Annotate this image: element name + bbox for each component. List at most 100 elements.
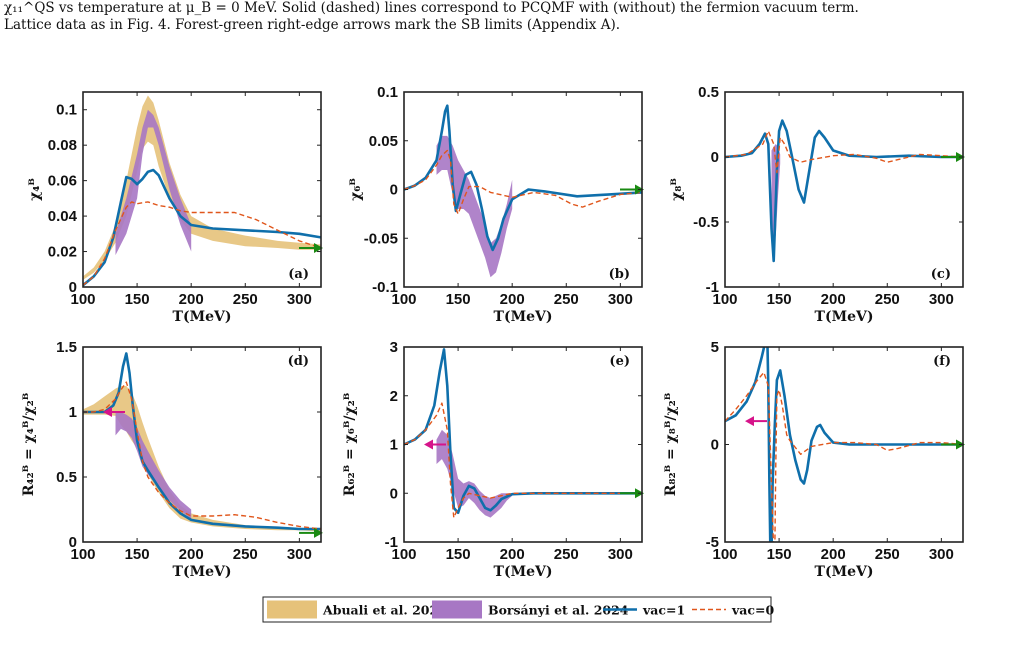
x-tick-label: 150: [446, 546, 471, 563]
y-axis-label: χ₆ᴮ: [348, 178, 364, 201]
borsanyi-band: [115, 412, 192, 519]
x-axis-label: T(MeV): [173, 309, 232, 325]
x-tick-label: 300: [929, 546, 954, 563]
plot-content: [404, 104, 642, 278]
x-tick-label: 200: [500, 291, 525, 308]
x-tick-label: 300: [287, 546, 312, 563]
x-tick-label: 300: [929, 291, 954, 308]
x-axis-label: T(MeV): [494, 564, 553, 580]
borsanyi-band: [115, 109, 192, 256]
y-axis-label: R₄₂ᴮ = χ₄ᴮ/χ₂ᴮ: [21, 393, 37, 497]
x-tick-label: 150: [125, 291, 150, 308]
chart-panel-b: 100 150 200 250 300 -0.1 -0.05 0 0.05 0.1 T(MeV) χ₆…: [348, 84, 644, 325]
plot-content: [83, 352, 321, 532]
y-tick-label: 0.04: [48, 208, 78, 225]
borsanyi-band: [436, 135, 513, 278]
x-tick-label: 250: [554, 546, 579, 563]
x-tick-label: 300: [608, 546, 633, 563]
legend-entry: Abuali et al. 2025: [267, 600, 447, 619]
x-tick-label: 200: [179, 291, 204, 308]
y-tick-label: -0.05: [364, 230, 398, 247]
series-vac0-line: [725, 130, 963, 174]
legend-label: Borsányi et al. 2024: [488, 603, 629, 618]
axes-frame: [724, 91, 964, 288]
y-tick-label: -5: [706, 534, 719, 551]
axes-frame: [82, 346, 322, 543]
axes-frame: [82, 91, 322, 288]
low-t-limit-arrow: [745, 416, 767, 427]
x-axis-label: T(MeV): [494, 309, 553, 325]
chart-panel-a: 100 150 200 250 300 0 0.02 0.04 0.06 0.08 0.1 T(MeV…: [27, 91, 323, 325]
y-tick-label: 0: [390, 485, 398, 502]
chart-panel-c: 100 150 200 250 300 -1 -0.5 0 0.5 T(MeV) χ₈ᴮ (c): [669, 84, 965, 325]
y-tick-label: 1: [69, 404, 77, 421]
plot-content: [725, 347, 963, 542]
panel-label: (b): [609, 267, 630, 282]
y-tick-label: 0: [69, 534, 77, 551]
panel-label: (c): [931, 267, 951, 282]
x-tick-label: 200: [821, 546, 846, 563]
y-tick-label: 0.1: [377, 84, 398, 101]
y-tick-label: 0: [711, 149, 719, 166]
caption-line-1: χ₁₁^QS vs temperature at μ_B = 0 MeV. So…: [4, 0, 859, 16]
y-tick-label: -1: [385, 534, 398, 551]
y-tick-label: 0: [390, 182, 398, 199]
chart-panel-d: 100 150 200 250 300 0 0.5 1 1.5 T(MeV) R₄₂ᴮ = χ₄ᴮ/…: [21, 339, 323, 580]
x-tick-label: 150: [767, 546, 792, 563]
x-tick-label: 150: [767, 291, 792, 308]
y-tick-label: 0.06: [48, 173, 77, 190]
y-tick-label: 0.5: [698, 84, 719, 101]
y-tick-label: 0.1: [56, 102, 77, 119]
y-tick-label: 3: [390, 339, 398, 356]
panel-label: (e): [609, 354, 630, 369]
x-tick-label: 150: [446, 291, 471, 308]
x-tick-label: 250: [875, 546, 900, 563]
borsanyi-band: [436, 429, 513, 518]
x-tick-label: 250: [233, 546, 258, 563]
chart-panel-e: 100 150 200 250 300 -1 0 1 2 3 T(MeV) R₆₂ᴮ = χ₆ᴮ/χ₂…: [342, 339, 644, 580]
x-tick-label: 300: [287, 291, 312, 308]
legend-entry: vac=0: [692, 603, 774, 618]
y-axis-label: R₈₂ᴮ = χ₈ᴮ/χ₂ᴮ: [663, 393, 679, 497]
x-axis-label: T(MeV): [173, 564, 232, 580]
series-vac1-line: [404, 104, 642, 252]
x-tick-label: 250: [554, 291, 579, 308]
sb-limit-arrow: [299, 527, 323, 538]
y-tick-label: 0: [711, 437, 719, 454]
legend: Abuali et al. 2025 Borsányi et al. 2024 va…: [262, 596, 774, 623]
plot-area: [83, 347, 321, 542]
low-t-limit-arrow: [424, 439, 446, 450]
x-axis-label: T(MeV): [815, 564, 874, 580]
plot-content: [404, 348, 642, 519]
x-tick-label: 250: [875, 291, 900, 308]
y-tick-label: 5: [711, 339, 719, 356]
y-tick-label: 2: [390, 388, 398, 405]
x-tick-label: 150: [125, 546, 150, 563]
y-tick-label: 0.5: [56, 469, 77, 486]
series-vac0-line: [83, 201, 321, 286]
y-tick-label: 1: [390, 437, 398, 454]
caption-line-2: Lattice data as in Fig. 4. Forest-green …: [4, 17, 620, 33]
legend-swatch: [267, 600, 317, 619]
x-tick-label: 200: [179, 546, 204, 563]
legend-entry: vac=1: [603, 603, 685, 618]
x-tick-label: 300: [608, 291, 633, 308]
x-tick-label: 200: [500, 546, 525, 563]
y-axis-label: χ₈ᴮ: [669, 178, 685, 201]
plot-area: [725, 92, 963, 287]
series-vac0-line: [404, 149, 642, 215]
y-tick-label: 1.5: [56, 339, 77, 356]
x-tick-label: 100: [712, 291, 737, 308]
panel-label: (d): [288, 354, 309, 369]
figure-caption: χ₁₁^QS vs temperature at μ_B = 0 MeV. So…: [4, 0, 1022, 34]
y-tick-label: 0: [69, 279, 77, 296]
series-vac1-line: [725, 347, 963, 542]
y-tick-label: 0.05: [369, 133, 398, 150]
legend-label: vac=0: [731, 603, 774, 618]
legend-box: [262, 596, 772, 623]
x-tick-label: 250: [233, 291, 258, 308]
series-vac0-line: [83, 381, 321, 530]
x-tick-label: 100: [391, 546, 416, 563]
series-vac1-line: [83, 168, 321, 287]
